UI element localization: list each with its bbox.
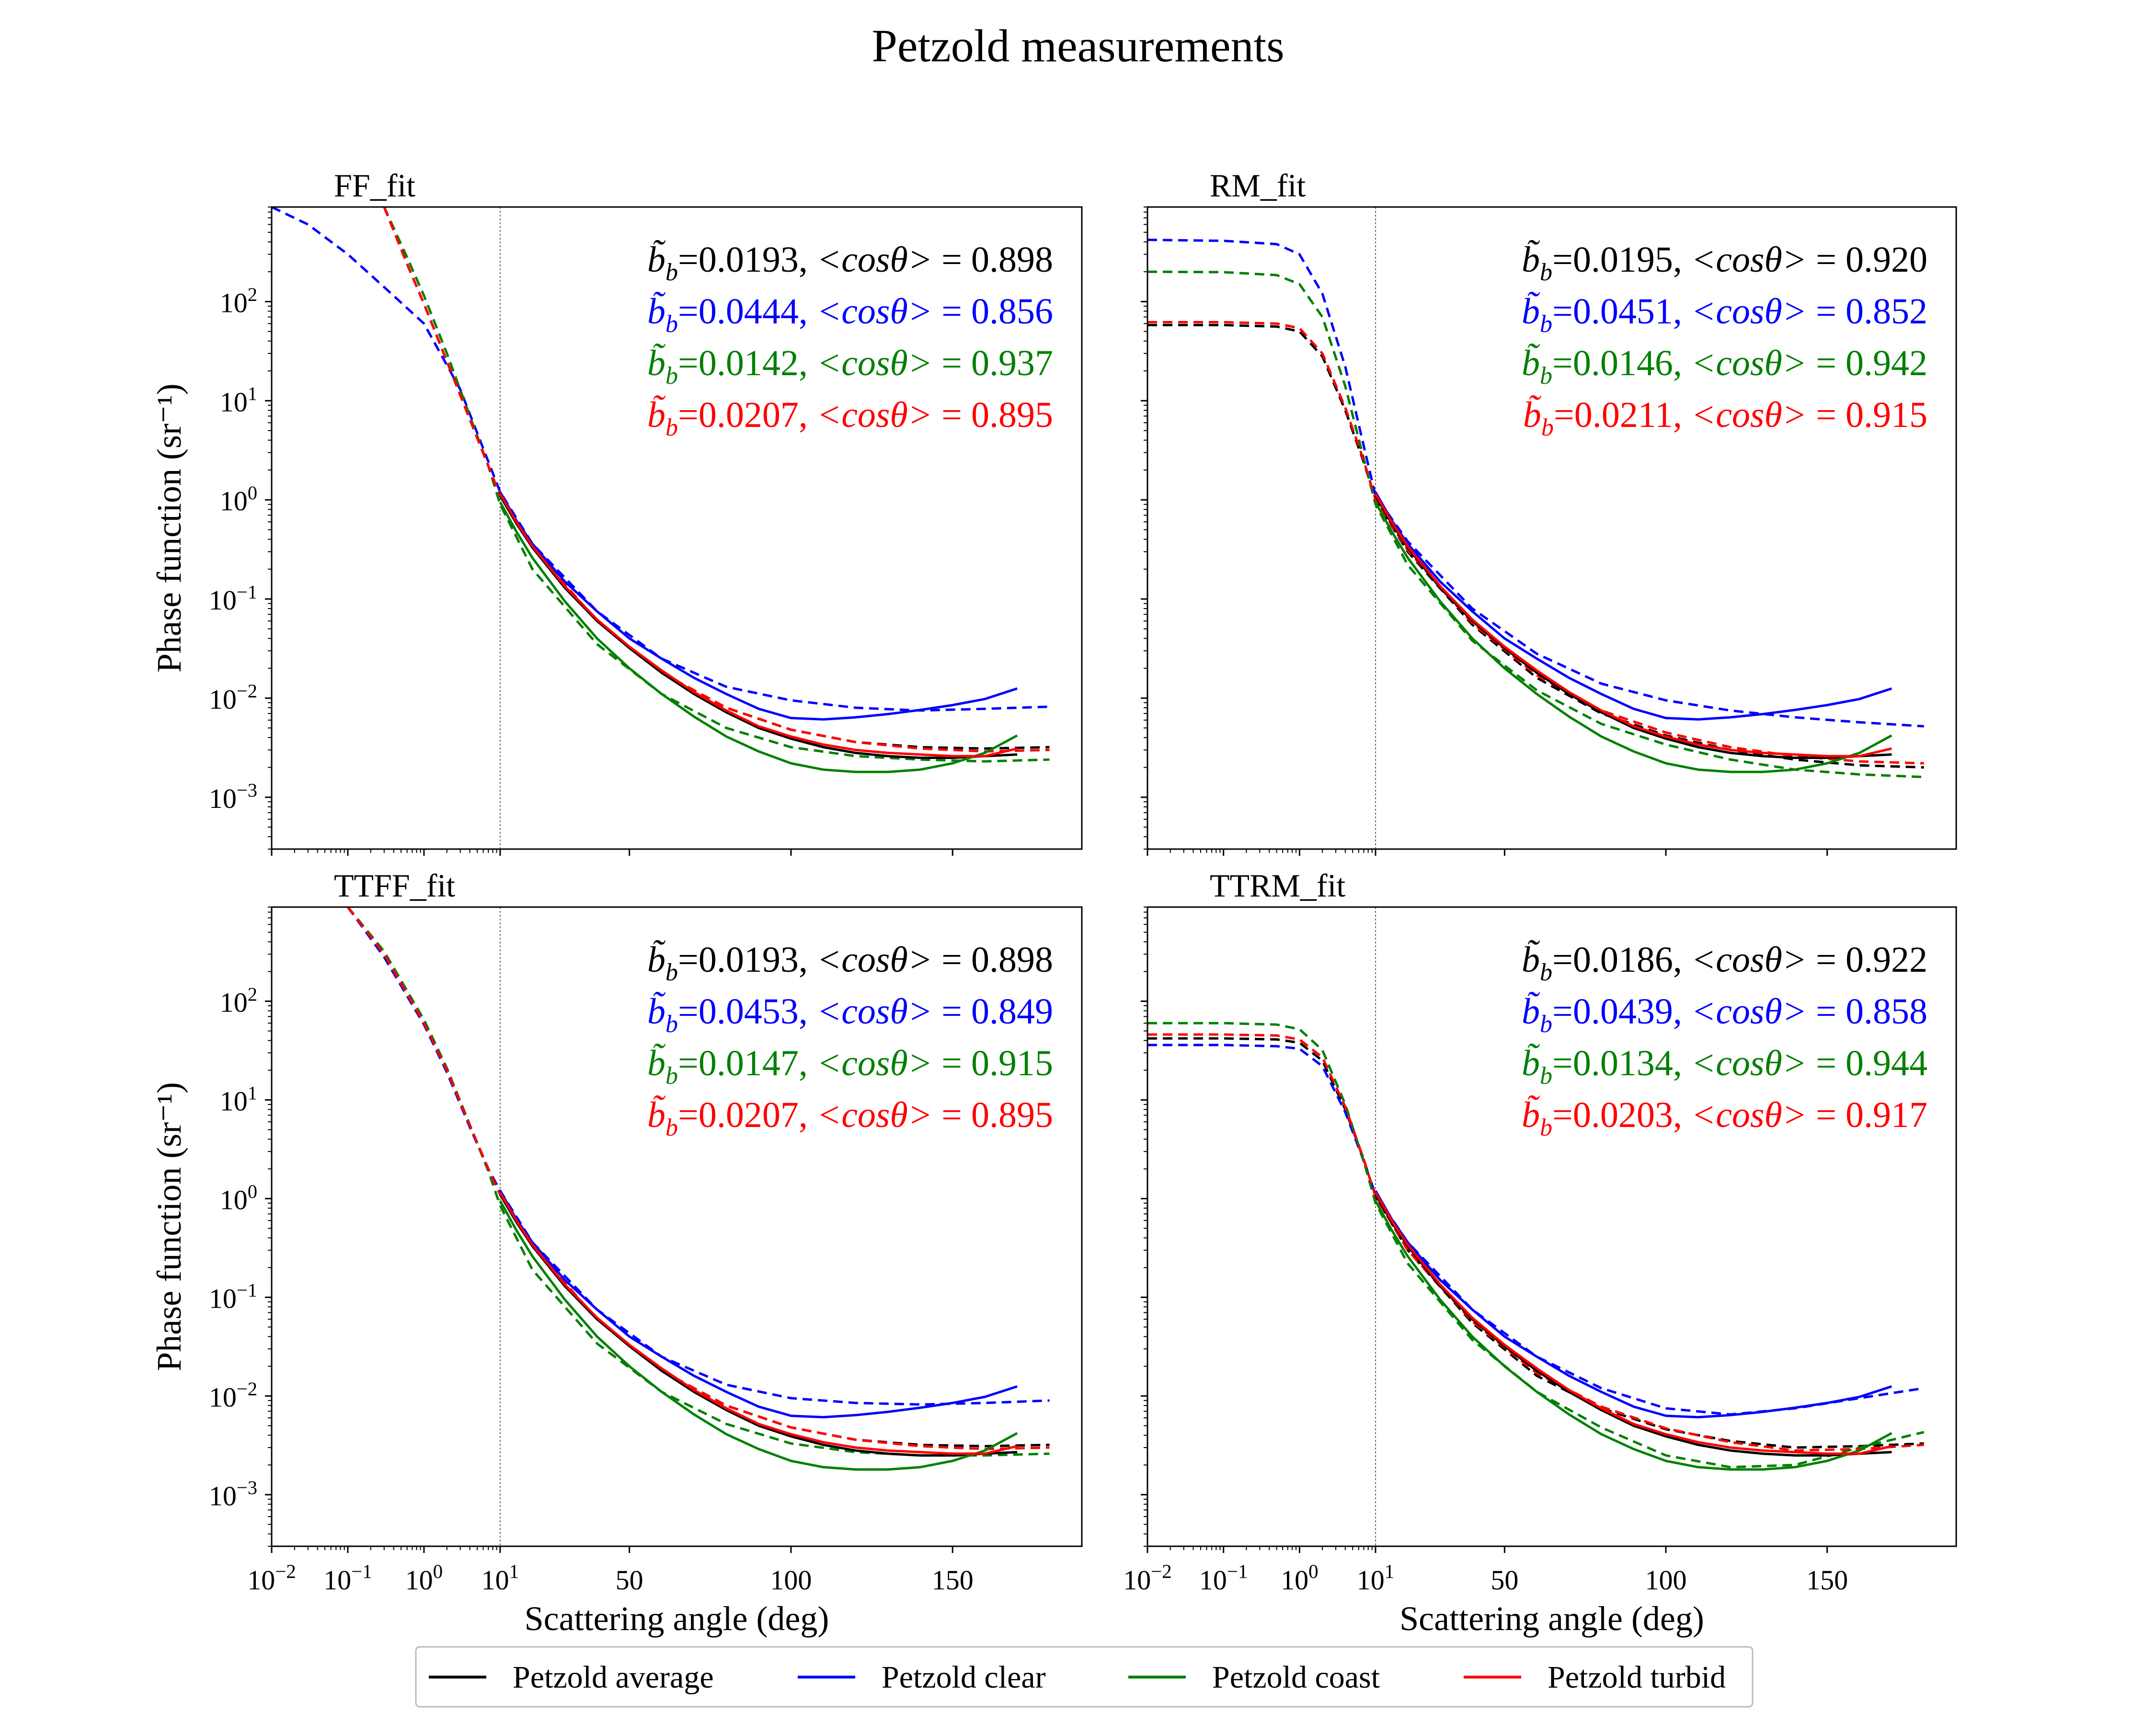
fit-line-turbid xyxy=(383,207,1050,753)
fit-line-coast xyxy=(1147,270,1924,779)
axes-frame xyxy=(271,206,1083,850)
x-tick-label: 10−2 xyxy=(1123,1560,1172,1596)
annotation-clear: b̃b=0.0444, <cosθ> = 0.856 xyxy=(647,291,1053,338)
measured-line-coast xyxy=(499,1200,1018,1471)
measured-line-clear xyxy=(499,1190,1018,1419)
measured-line-clear xyxy=(499,491,1018,721)
y-tick-label: 10−1 xyxy=(209,1279,257,1314)
fit-line-average xyxy=(383,207,1050,750)
x-tick-label: 50 xyxy=(616,1564,643,1596)
measured-line-turbid xyxy=(499,1192,1018,1455)
annotation-turbid: b̃b=0.0211, <cosθ> = 0.915 xyxy=(1523,395,1927,441)
y-tick-label: 101 xyxy=(220,1082,257,1116)
y-tick-label: 100 xyxy=(220,1181,257,1215)
annotation-average: b̃b=0.0193, <cosθ> = 0.898 xyxy=(647,240,1053,286)
annotation-coast: b̃b=0.0147, <cosθ> = 0.915 xyxy=(647,1043,1053,1090)
x-tick-label: 150 xyxy=(932,1564,974,1596)
annotation-turbid: b̃b=0.0207, <cosθ> = 0.895 xyxy=(647,395,1053,441)
annotation-coast: b̃b=0.0146, <cosθ> = 0.942 xyxy=(1522,343,1927,390)
y-tick-label: 10−3 xyxy=(209,1477,257,1511)
y-axis-label: Phase function (sr⁻¹) xyxy=(150,383,188,672)
y-tick-label: 10−2 xyxy=(209,680,257,715)
fit-line-coast xyxy=(347,907,1050,1457)
fit-line-clear xyxy=(1147,239,1924,728)
annotation-coast: b̃b=0.0142, <cosθ> = 0.937 xyxy=(647,343,1053,390)
panel-title: TTRM_fit xyxy=(1210,867,1345,904)
legend-label-coast: Petzold coast xyxy=(1212,1660,1380,1695)
fit-line-clear xyxy=(272,207,1050,712)
y-tick-label: 10−2 xyxy=(209,1378,257,1413)
annotation-clear: b̃b=0.0453, <cosθ> = 0.849 xyxy=(647,991,1053,1038)
panel-title: RM_fit xyxy=(1210,167,1306,204)
fit-line-turbid xyxy=(1147,321,1924,765)
fit-line-average xyxy=(1147,1037,1924,1449)
measured-line-turbid xyxy=(1374,493,1892,758)
measured-line-clear xyxy=(1374,491,1892,721)
fit-line-average xyxy=(347,907,1050,1448)
fit-line-clear xyxy=(1147,1044,1925,1416)
fit-line-clear xyxy=(346,907,1050,1406)
fit-line-average xyxy=(1147,323,1924,769)
x-tick-label: 101 xyxy=(1357,1560,1395,1596)
legend-box xyxy=(415,1646,1754,1708)
y-tick-label: 10−1 xyxy=(209,581,257,616)
measured-line-coast xyxy=(499,501,1018,773)
x-tick-label: 50 xyxy=(1491,1564,1518,1596)
annotation-coast: b̃b=0.0134, <cosθ> = 0.944 xyxy=(1522,1043,1927,1090)
measured-line-clear xyxy=(1374,1190,1892,1419)
x-tick-label: 100 xyxy=(1281,1560,1319,1596)
y-tick-label: 101 xyxy=(220,383,257,417)
y-tick-label: 100 xyxy=(220,482,257,517)
panel-rm_fit: RM_fit b̃b=0.0195, <cosθ> = 0.920 b̃b=0.04… xyxy=(1141,167,1957,856)
axes-frame xyxy=(1147,906,1957,1547)
panel-ttrm_fit: 10−2 10−1 100 101 50 100 150 TTRM_fit Scattering… xyxy=(1123,867,1957,1638)
x-tick-label: 150 xyxy=(1806,1564,1848,1596)
y-tick-label: 102 xyxy=(220,284,257,318)
legend-label-average: Petzold average xyxy=(513,1660,714,1695)
annotation-clear: b̃b=0.0439, <cosθ> = 0.858 xyxy=(1522,991,1927,1038)
axes-frame xyxy=(271,906,1083,1547)
axes-frame xyxy=(1147,206,1957,850)
panel-title: FF_fit xyxy=(334,167,415,204)
measured-line-turbid xyxy=(1374,1192,1892,1455)
annotation-clear: b̃b=0.0451, <cosθ> = 0.852 xyxy=(1522,291,1927,338)
annotation-average: b̃b=0.0186, <cosθ> = 0.922 xyxy=(1522,940,1927,986)
fit-line-turbid xyxy=(347,907,1050,1450)
x-tick-label: 10−2 xyxy=(247,1560,296,1596)
panel-ttff_fit: 10−3 10−2 10−1 100 101 102 10−2 10−1 100 101 50 100… xyxy=(150,867,1083,1638)
panel-ff_fit: 10−3 10−2 10−1 100 101 102 FF_fit Phase functio… xyxy=(150,167,1083,856)
legend: Petzold average Petzold clear Petzold coas… xyxy=(415,1646,1754,1708)
measured-line-coast xyxy=(1374,501,1892,773)
x-axis-label: Scattering angle (deg) xyxy=(1399,1599,1704,1638)
annotation-turbid: b̃b=0.0203, <cosθ> = 0.917 xyxy=(1522,1095,1927,1141)
annotation-average: b̃b=0.0195, <cosθ> = 0.920 xyxy=(1522,240,1927,286)
x-tick-label: 100 xyxy=(1645,1564,1687,1596)
measured-line-coast xyxy=(1374,1200,1892,1471)
x-tick-label: 101 xyxy=(482,1560,519,1596)
x-tick-label: 100 xyxy=(405,1560,443,1596)
y-tick-label: 10−3 xyxy=(209,780,257,814)
measured-line-turbid xyxy=(499,493,1018,758)
legend-label-turbid: Petzold turbid xyxy=(1548,1660,1726,1695)
y-axis-label: Phase function (sr⁻¹) xyxy=(150,1082,188,1371)
x-tick-label: 100 xyxy=(770,1564,812,1596)
annotation-average: b̃b=0.0193, <cosθ> = 0.898 xyxy=(647,940,1053,986)
y-tick-label: 102 xyxy=(220,983,257,1018)
fit-line-coast xyxy=(383,207,1050,763)
x-tick-label: 10−1 xyxy=(1199,1560,1248,1596)
panel-title: TTFF_fit xyxy=(334,867,455,904)
annotation-turbid: b̃b=0.0207, <cosθ> = 0.895 xyxy=(647,1095,1053,1141)
x-axis-label: Scattering angle (deg) xyxy=(525,1599,829,1638)
legend-label-clear: Petzold clear xyxy=(882,1660,1046,1695)
x-tick-label: 10−1 xyxy=(323,1560,372,1596)
fit-line-coast xyxy=(1147,1022,1925,1469)
fit-line-turbid xyxy=(1147,1033,1924,1452)
figure-title: Petzold measurements xyxy=(872,20,1284,71)
